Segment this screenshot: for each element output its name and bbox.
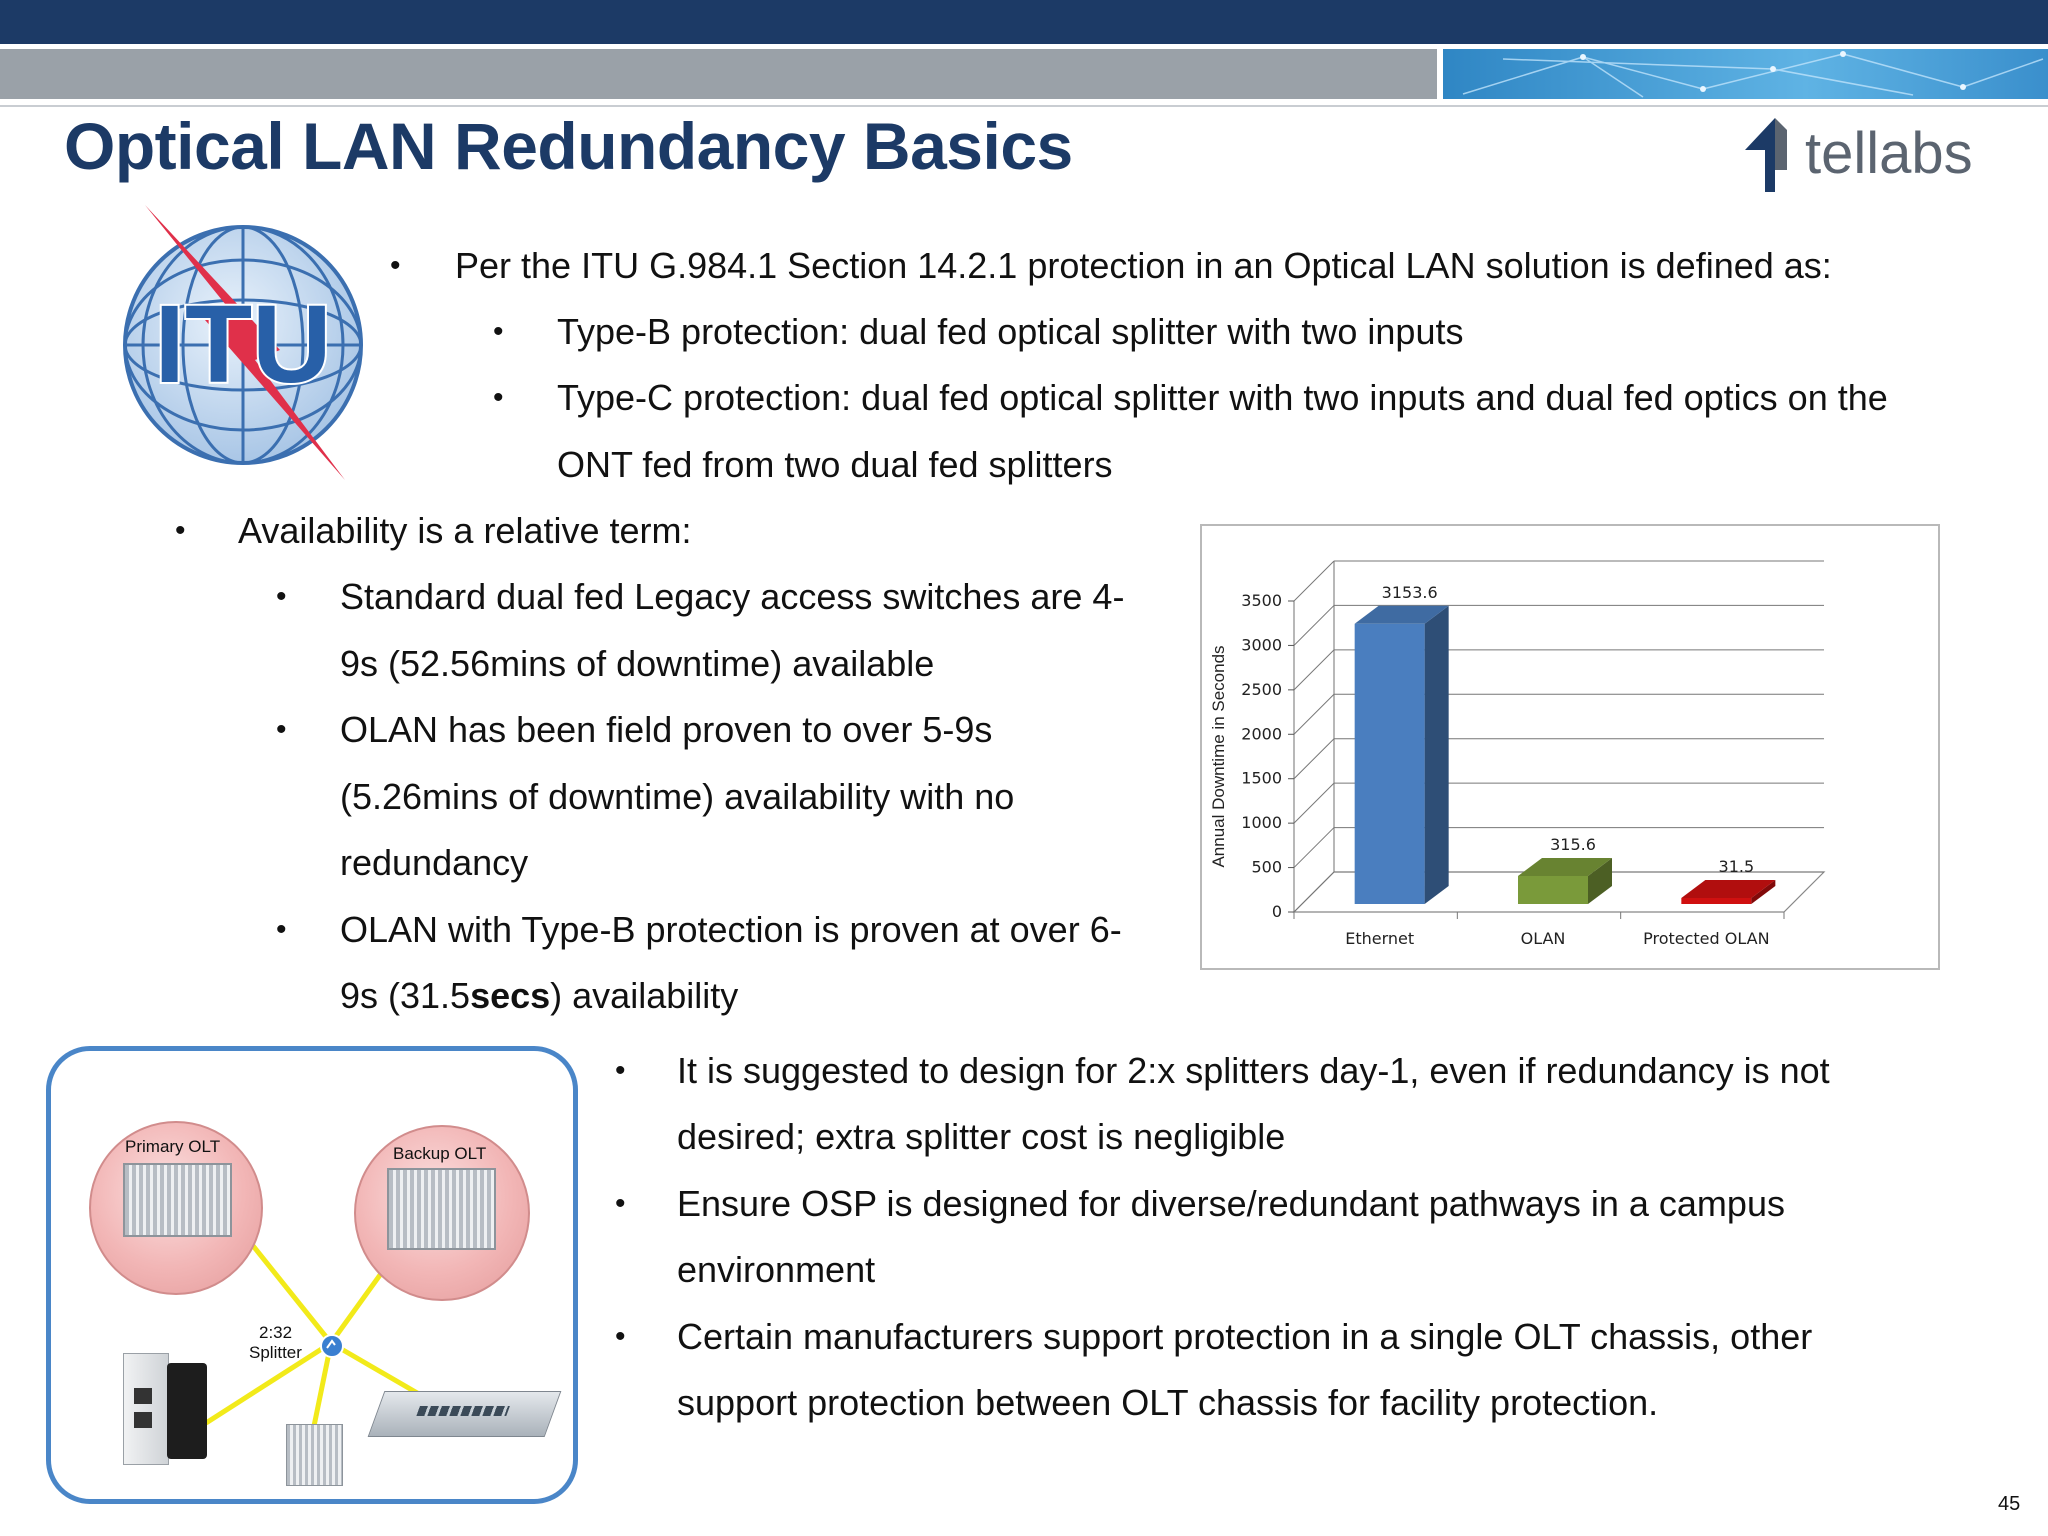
slide-title: Optical LAN Redundancy Basics bbox=[64, 109, 1073, 183]
gridline-diagonal bbox=[1293, 560, 1335, 602]
bar-top bbox=[1354, 605, 1449, 624]
bullet-marker: • bbox=[276, 713, 287, 746]
gridline-diagonal bbox=[1293, 605, 1335, 646]
bullet-splitters-line1: It is suggested to design for 2:x splitt… bbox=[677, 1050, 1830, 1091]
data-label: 31.5 bbox=[1719, 857, 1755, 876]
bullet-availability: Availability is a relative term: bbox=[238, 510, 692, 551]
redundancy-diagram: Primary OLT Backup OLT 2:32 Splitter bbox=[46, 1046, 578, 1504]
bullet-olan-line1: OLAN has been field proven to over 5-9s bbox=[340, 709, 993, 750]
bar-side bbox=[1751, 880, 1776, 904]
wall-ont-port-icon bbox=[134, 1388, 152, 1404]
bullet-type-c-line1: Type-C protection: dual fed optical spli… bbox=[557, 377, 1888, 418]
bullet-manufacturers-line2: support protection between OLT chassis f… bbox=[677, 1382, 1659, 1423]
header-rule bbox=[0, 105, 2048, 107]
text-segment-bold: secs bbox=[470, 975, 551, 1016]
backup-olt-label: Backup OLT bbox=[393, 1144, 487, 1163]
backup-olt-chassis-icon bbox=[387, 1168, 496, 1250]
header-bar bbox=[0, 0, 2048, 44]
tellabs-logo-text: tellabs bbox=[1805, 121, 1973, 186]
gridline-diagonal bbox=[1293, 649, 1335, 691]
bullet-marker: • bbox=[615, 1320, 626, 1353]
bullet-osp-line2: environment bbox=[677, 1249, 876, 1290]
text-segment: 9s (31.5 bbox=[340, 975, 471, 1016]
y-tick-label: 2500 bbox=[1241, 680, 1282, 699]
network-pattern-icon bbox=[1462, 51, 2044, 98]
y-tick-label: 3500 bbox=[1241, 591, 1282, 610]
splitter-icon bbox=[320, 1334, 344, 1358]
bullet-typeb-proven-line2: 9s (31.5secs) availability bbox=[340, 974, 738, 1018]
text-segment: ) availability bbox=[550, 975, 739, 1016]
bullet-marker: • bbox=[175, 514, 186, 547]
splitter-label: Splitter bbox=[249, 1343, 302, 1362]
x-tick-label: OLAN bbox=[1521, 929, 1566, 948]
bullet-marker: • bbox=[615, 1054, 626, 1087]
y-tick-label: 2000 bbox=[1241, 724, 1282, 743]
bullet-marker: • bbox=[276, 580, 287, 613]
bar-top bbox=[1681, 880, 1776, 898]
gridline-diagonal bbox=[1293, 738, 1335, 780]
downtime-chart: 0 500 1000 1500 2000 2500 3000 3500 Annual Downt… bbox=[1200, 524, 1940, 970]
bullet-marker: • bbox=[276, 913, 287, 946]
header-grey-band bbox=[0, 49, 1437, 99]
bar-side bbox=[1588, 857, 1612, 904]
bullet-marker: • bbox=[493, 315, 504, 348]
y-tick-label: 500 bbox=[1251, 858, 1282, 877]
bar-top bbox=[1518, 857, 1612, 876]
bullet-manufacturers-line1: Certain manufacturers support protection… bbox=[677, 1316, 1813, 1357]
y-tick-label: 1500 bbox=[1241, 769, 1282, 788]
wall-ont-port-icon bbox=[134, 1412, 152, 1428]
bullet-type-b: Type-B protection: dual fed optical spli… bbox=[557, 311, 1464, 352]
bullet-legacy-line1: Standard dual fed Legacy access switches… bbox=[340, 576, 1125, 617]
page-number: 45 bbox=[1998, 1493, 2021, 1515]
y-tick-label: 0 bbox=[1272, 902, 1282, 921]
downtime-chart-svg: 0 500 1000 1500 2000 2500 3000 3500 Annual Downt… bbox=[1209, 560, 1826, 948]
gridline-diagonal bbox=[1293, 827, 1335, 868]
bullet-olan-line2: (5.26mins of downtime) availability with… bbox=[340, 776, 1015, 817]
desktop-ont-icon bbox=[286, 1424, 343, 1486]
gridline-diagonal bbox=[1293, 871, 1335, 913]
bullet-type-c-line2: ONT fed from two dual fed splitters bbox=[557, 444, 1113, 485]
x-tick-label: Protected OLAN bbox=[1643, 929, 1769, 948]
bullet-splitters-line2: desired; extra splitter cost is negligib… bbox=[677, 1116, 1286, 1157]
gridline-diagonal bbox=[1293, 693, 1335, 735]
bar-olan bbox=[1518, 875, 1588, 904]
header-network-banner bbox=[1443, 49, 2048, 99]
tellabs-logo: tellabs bbox=[1735, 112, 2035, 196]
itu-logo-text: ITU bbox=[154, 283, 331, 406]
switch-ports-icon bbox=[416, 1406, 510, 1416]
y-tick-label: 3000 bbox=[1241, 635, 1282, 654]
x-tick-label: Ethernet bbox=[1345, 929, 1414, 948]
bullet-marker: • bbox=[493, 381, 504, 414]
bullet-legacy-line2: 9s (52.56mins of downtime) available bbox=[340, 643, 935, 684]
bullet-marker: • bbox=[615, 1187, 626, 1220]
data-label: 3153.6 bbox=[1382, 583, 1438, 602]
itu-logo: ITU bbox=[105, 200, 380, 485]
bar-ethernet bbox=[1354, 623, 1425, 904]
y-tick-label: 1000 bbox=[1241, 813, 1282, 832]
gridline-diagonal bbox=[1293, 782, 1335, 824]
wall-ont-back-icon bbox=[167, 1363, 207, 1459]
bullet-itu-definition: Per the ITU G.984.1 Section 14.2.1 prote… bbox=[455, 245, 1832, 286]
data-label: 315.6 bbox=[1550, 835, 1596, 854]
primary-olt-chassis-icon bbox=[123, 1163, 232, 1237]
bullet-marker: • bbox=[390, 249, 401, 282]
bullet-olan-line3: redundancy bbox=[340, 842, 529, 883]
bullet-osp-line1: Ensure OSP is designed for diverse/redun… bbox=[677, 1183, 1785, 1224]
bar-side bbox=[1424, 605, 1449, 904]
bullet-typeb-proven-line1: OLAN with Type-B protection is proven at… bbox=[340, 909, 1122, 950]
switch-ont-icon bbox=[367, 1391, 562, 1437]
bar-protected-olan bbox=[1681, 898, 1752, 904]
y-axis-label: Annual Downtime in Seconds bbox=[1209, 645, 1228, 867]
primary-olt-label: Primary OLT bbox=[125, 1137, 221, 1156]
wall-ont-icon bbox=[123, 1353, 169, 1465]
splitter-ratio-label: 2:32 bbox=[259, 1323, 293, 1342]
tellabs-mark-icon bbox=[1745, 118, 1787, 192]
